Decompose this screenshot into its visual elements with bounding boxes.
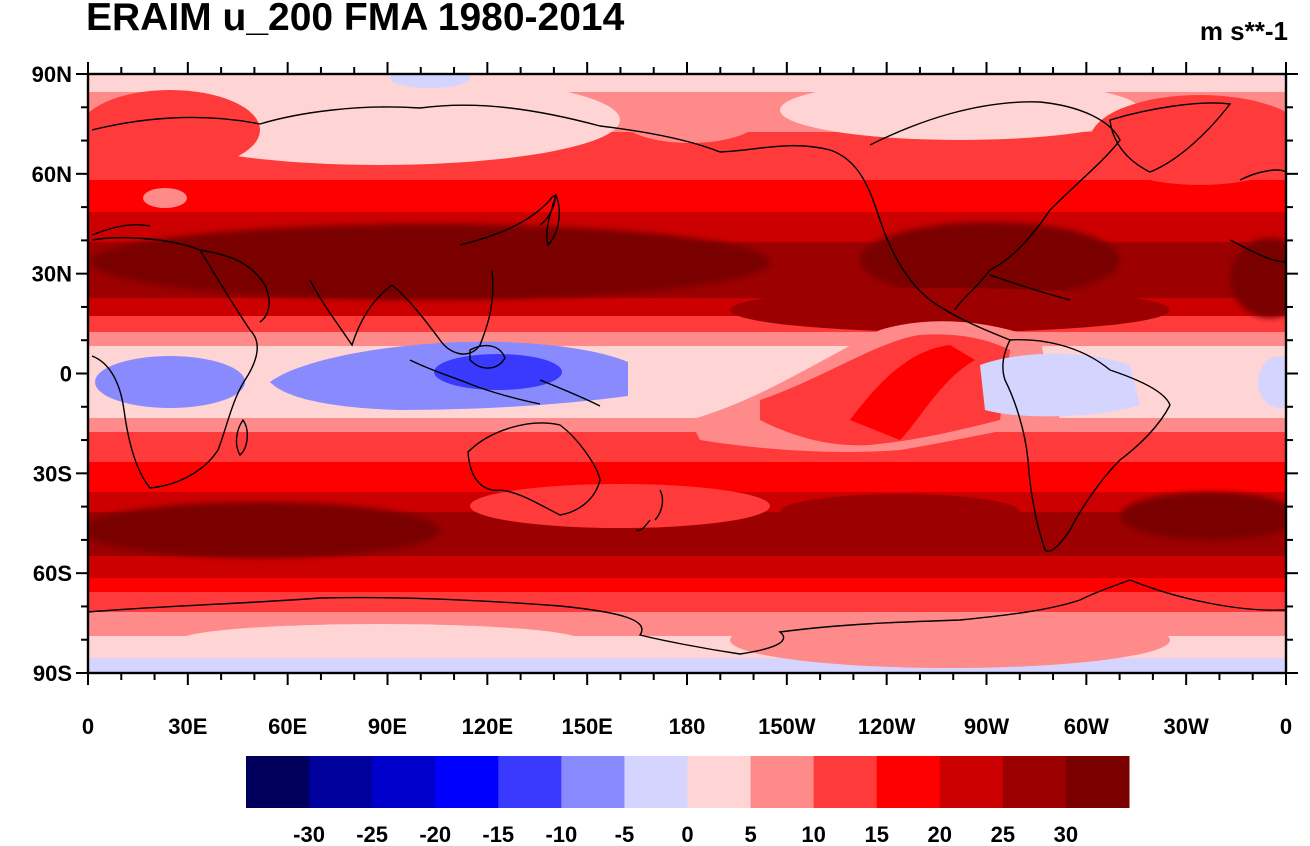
lon-tick-label: 180: [669, 714, 706, 739]
colorbar-label: 15: [864, 822, 888, 846]
colorbar: [246, 756, 1130, 808]
lat-tick-label: 30S: [33, 461, 72, 486]
colorbar-label: -10: [545, 822, 577, 846]
colorbar-swatch: [750, 756, 815, 808]
lon-tick-label: 90E: [368, 714, 407, 739]
colorbar-swatch: [687, 756, 752, 808]
colorbar-swatch: [309, 756, 373, 808]
colorbar-label: -15: [482, 822, 514, 846]
axis-ticks: [76, 62, 1298, 685]
colorbar-label: -5: [615, 822, 635, 846]
colorbar-label: -20: [419, 822, 451, 846]
lat-tick-label: 0: [60, 362, 72, 387]
lon-tick-label: 30E: [168, 714, 207, 739]
colorbar-label: -30: [293, 822, 325, 846]
colorbar-swatch: [1065, 756, 1130, 808]
lon-tick-label: 60E: [268, 714, 307, 739]
lat-tick-label: 90S: [33, 661, 72, 686]
colorbar-label: 25: [991, 822, 1015, 846]
colorbar-label: 30: [1054, 822, 1078, 846]
lon-tick-label: 120E: [462, 714, 513, 739]
colorbar-label: 20: [928, 822, 952, 846]
colorbar-swatch: [498, 756, 562, 808]
colorbar-swatch: [876, 756, 941, 808]
colorbar-label: -25: [356, 822, 388, 846]
lon-tick-label: 150W: [758, 714, 816, 739]
latitude-labels: 90N 60N 30N 0 30S 60S 90S: [32, 62, 72, 686]
coastlines: [88, 101, 1286, 655]
lon-tick-label: 90W: [964, 714, 1009, 739]
lat-tick-label: 90N: [32, 62, 72, 87]
lon-tick-label: 30W: [1164, 714, 1209, 739]
colorbar-swatch: [1002, 756, 1067, 808]
wind-field: [88, 74, 1286, 673]
colorbar-label: 0: [681, 822, 693, 846]
lat-tick-label: 30N: [32, 262, 72, 287]
lon-tick-label: 120W: [858, 714, 916, 739]
lon-tick-label: 0: [1280, 714, 1292, 739]
units-label: m s**-1: [1199, 16, 1288, 46]
colorbar-swatch: [246, 756, 310, 808]
colorbar-labels: -30 -25 -20 -15 -10 -5 0 5 10 15 20 25 30: [293, 822, 1078, 846]
lat-tick-label: 60S: [33, 561, 72, 586]
colorbar-swatch: [372, 756, 436, 808]
colorbar-label: 10: [801, 822, 825, 846]
colorbar-swatch: [813, 756, 878, 808]
lon-tick-label: 150E: [561, 714, 612, 739]
colorbar-label: 5: [744, 822, 756, 846]
lon-tick-label: 0: [82, 714, 94, 739]
colorbar-swatch: [624, 756, 688, 808]
lon-tick-label: 60W: [1064, 714, 1109, 739]
colorbar-swatch: [561, 756, 625, 808]
colorbar-swatch: [939, 756, 1004, 808]
lat-tick-label: 60N: [32, 162, 72, 187]
map-title: ERAIM u_200 FMA 1980-2014: [86, 0, 625, 39]
colorbar-swatch: [435, 756, 499, 808]
longitude-labels: 0 30E 60E 90E 120E 150E 180 150W 120W 90W 60W 30W 0: [82, 714, 1292, 739]
